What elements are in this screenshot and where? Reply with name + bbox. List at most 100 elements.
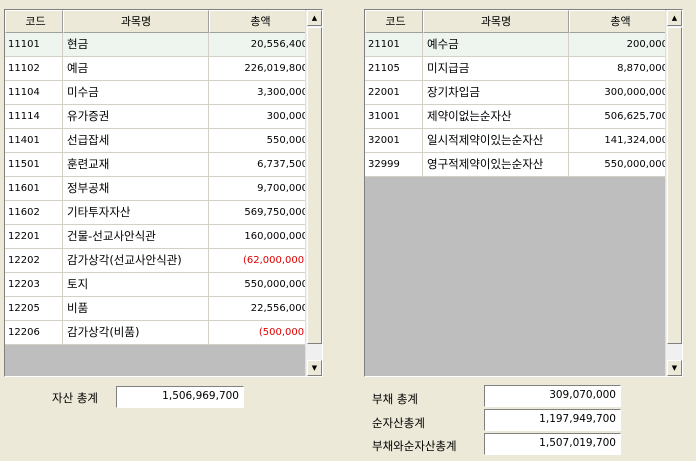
asset-total-label: 자산 총계 — [52, 391, 98, 405]
header-amount[interactable]: 총액 — [569, 10, 672, 33]
up-arrow-icon[interactable]: ▲ — [667, 10, 682, 26]
cell-name: 영구적제약이있는순자산 — [423, 153, 569, 177]
table-row[interactable]: 11501 훈련교재 6,737,500 — [5, 153, 312, 177]
header-code[interactable]: 코드 — [5, 10, 63, 33]
cell-amount: 20,556,400 — [209, 33, 312, 57]
cell-name: 선급잡세 — [63, 129, 209, 153]
table-row[interactable]: 12205 비품 22,556,000 — [5, 297, 312, 321]
header-amount[interactable]: 총액 — [209, 10, 312, 33]
liability-grid-body: 코드 과목명 총액 21101 예수금 200,000 21105 미지급금 8,870,… — [365, 10, 672, 177]
cell-code: 11501 — [5, 153, 63, 177]
liability-grid-header: 코드 과목명 총액 — [365, 10, 672, 33]
cell-amount: 300,000,000 — [569, 81, 672, 105]
liability-grid[interactable]: 코드 과목명 총액 21101 예수금 200,000 21105 미지급금 8,870,… — [364, 9, 683, 377]
cell-amount: (500,000) — [209, 321, 312, 345]
cell-code: 11114 — [5, 105, 63, 129]
header-code[interactable]: 코드 — [365, 10, 423, 33]
table-row[interactable]: 21105 미지급금 8,870,000 — [365, 57, 672, 81]
cell-name: 토지 — [63, 273, 209, 297]
liability-total-field[interactable]: 309,070,000 — [484, 385, 621, 407]
cell-code: 32001 — [365, 129, 423, 153]
up-arrow-icon[interactable]: ▲ — [307, 10, 322, 26]
cell-code: 12206 — [5, 321, 63, 345]
cell-code: 11102 — [5, 57, 63, 81]
cell-name: 장기차입금 — [423, 81, 569, 105]
table-row[interactable]: 12206 감가상각(비품) (500,000) — [5, 321, 312, 345]
table-row[interactable]: 11114 유가증권 300,000 — [5, 105, 312, 129]
liab-net-total-field[interactable]: 1,507,019,700 — [484, 433, 621, 455]
net-asset-total-label: 순자산총계 — [372, 416, 425, 430]
cell-code: 11101 — [5, 33, 63, 57]
table-row[interactable]: 21101 예수금 200,000 — [365, 33, 672, 57]
asset-grid[interactable]: 코드 과목명 총액 11101 현금 20,556,400 11102 예금 226,01… — [4, 9, 323, 377]
cell-amount: 8,870,000 — [569, 57, 672, 81]
asset-grid-body: 코드 과목명 총액 11101 현금 20,556,400 11102 예금 226,01… — [5, 10, 312, 345]
liability-total-label: 부채 총계 — [372, 392, 418, 406]
cell-code: 11401 — [5, 129, 63, 153]
table-row[interactable]: 32999 영구적제약이있는순자산 550,000,000 — [365, 153, 672, 177]
asset-rows: 11101 현금 20,556,400 11102 예금 226,019,800 11104… — [5, 33, 312, 345]
cell-amount: 300,000 — [209, 105, 312, 129]
cell-name: 훈련교재 — [63, 153, 209, 177]
cell-code: 21105 — [365, 57, 423, 81]
cell-name: 예금 — [63, 57, 209, 81]
cell-amount: 550,000 — [209, 129, 312, 153]
cell-code: 11601 — [5, 177, 63, 201]
cell-amount: 550,000,000 — [209, 273, 312, 297]
liability-scrollbar[interactable]: ▲ ▼ — [665, 10, 682, 376]
table-row[interactable]: 32001 일시적제약이있는순자산 141,324,000 — [365, 129, 672, 153]
cell-name: 미지급금 — [423, 57, 569, 81]
cell-name: 제약이없는순자산 — [423, 105, 569, 129]
table-row[interactable]: 11602 기타투자자산 569,750,000 — [5, 201, 312, 225]
cell-name: 유가증권 — [63, 105, 209, 129]
cell-amount: 22,556,000 — [209, 297, 312, 321]
cell-code: 32999 — [365, 153, 423, 177]
cell-amount: 6,737,500 — [209, 153, 312, 177]
down-arrow-icon[interactable]: ▼ — [307, 360, 322, 376]
cell-amount: 569,750,000 — [209, 201, 312, 225]
liability-scroll-thumb[interactable] — [667, 27, 682, 344]
cell-name: 감가상각(비품) — [63, 321, 209, 345]
cell-code: 31001 — [365, 105, 423, 129]
cell-code: 22001 — [365, 81, 423, 105]
table-row[interactable]: 11104 미수금 3,300,000 — [5, 81, 312, 105]
cell-amount: 226,019,800 — [209, 57, 312, 81]
table-row[interactable]: 12201 건물-선교사안식관 160,000,000 — [5, 225, 312, 249]
cell-code: 12202 — [5, 249, 63, 273]
cell-name: 건물-선교사안식관 — [63, 225, 209, 249]
table-row[interactable]: 22001 장기차입금 300,000,000 — [365, 81, 672, 105]
cell-name: 예수금 — [423, 33, 569, 57]
cell-name: 일시적제약이있는순자산 — [423, 129, 569, 153]
cell-code: 12201 — [5, 225, 63, 249]
header-name[interactable]: 과목명 — [63, 10, 209, 33]
net-asset-total-field[interactable]: 1,197,949,700 — [484, 409, 621, 431]
cell-name: 비품 — [63, 297, 209, 321]
table-row[interactable]: 11101 현금 20,556,400 — [5, 33, 312, 57]
cell-code: 12203 — [5, 273, 63, 297]
cell-name: 기타투자자산 — [63, 201, 209, 225]
down-arrow-icon[interactable]: ▼ — [667, 360, 682, 376]
cell-amount: 141,324,000 — [569, 129, 672, 153]
table-row[interactable]: 11102 예금 226,019,800 — [5, 57, 312, 81]
cell-code: 11104 — [5, 81, 63, 105]
table-row[interactable]: 11601 정부공채 9,700,000 — [5, 177, 312, 201]
table-row[interactable]: 11401 선급잡세 550,000 — [5, 129, 312, 153]
cell-name: 감가상각(선교사안식관) — [63, 249, 209, 273]
cell-name: 정부공채 — [63, 177, 209, 201]
liab-net-total-label: 부채와순자산총계 — [372, 439, 457, 453]
header-name[interactable]: 과목명 — [423, 10, 569, 33]
table-row[interactable]: 31001 제약이없는순자산 506,625,700 — [365, 105, 672, 129]
cell-amount: 160,000,000 — [209, 225, 312, 249]
cell-amount: (62,000,000) — [209, 249, 312, 273]
cell-code: 21101 — [365, 33, 423, 57]
cell-amount: 200,000 — [569, 33, 672, 57]
cell-amount: 3,300,000 — [209, 81, 312, 105]
table-row[interactable]: 12203 토지 550,000,000 — [5, 273, 312, 297]
asset-total-field[interactable]: 1,506,969,700 — [116, 386, 244, 408]
table-row[interactable]: 12202 감가상각(선교사안식관) (62,000,000) — [5, 249, 312, 273]
cell-amount: 550,000,000 — [569, 153, 672, 177]
asset-scroll-thumb[interactable] — [307, 27, 322, 344]
cell-code: 12205 — [5, 297, 63, 321]
asset-scrollbar[interactable]: ▲ ▼ — [305, 10, 322, 376]
liability-rows: 21101 예수금 200,000 21105 미지급금 8,870,000 22001 장기… — [365, 33, 672, 177]
